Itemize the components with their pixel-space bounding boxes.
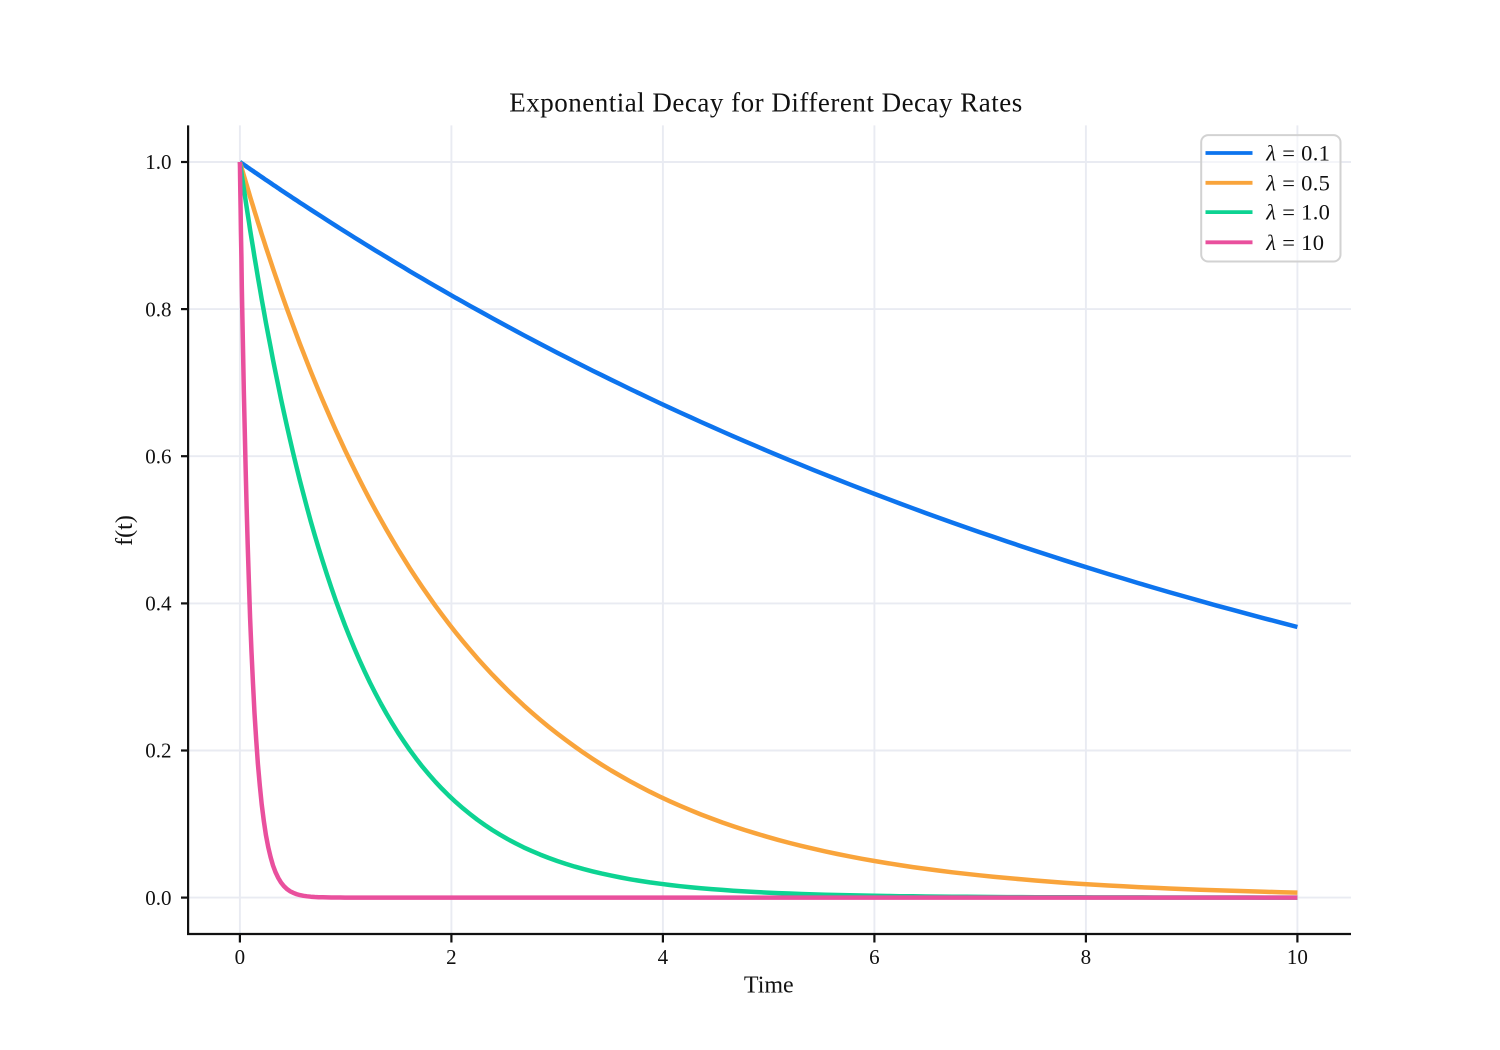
svg-text:0.6: 0.6 bbox=[145, 444, 171, 468]
svg-text:Time: Time bbox=[744, 973, 794, 999]
svg-text:λ = 0.5: λ = 0.5 bbox=[1265, 170, 1330, 195]
svg-text:λ = 10: λ = 10 bbox=[1265, 230, 1324, 255]
svg-text:f(t): f(t) bbox=[112, 515, 138, 546]
svg-text:8: 8 bbox=[1081, 945, 1092, 969]
svg-text:0.4: 0.4 bbox=[145, 592, 172, 616]
svg-text:4: 4 bbox=[658, 945, 669, 969]
svg-text:0.2: 0.2 bbox=[145, 739, 171, 763]
svg-text:0: 0 bbox=[235, 945, 246, 969]
svg-text:λ = 0.1: λ = 0.1 bbox=[1265, 141, 1330, 166]
svg-text:Exponential Decay for Differen: Exponential Decay for Different Decay Ra… bbox=[509, 88, 1023, 118]
svg-text:λ = 1.0: λ = 1.0 bbox=[1265, 200, 1330, 225]
svg-text:10: 10 bbox=[1287, 945, 1308, 969]
svg-text:2: 2 bbox=[446, 945, 457, 969]
svg-text:0.0: 0.0 bbox=[145, 886, 171, 910]
svg-text:6: 6 bbox=[869, 945, 880, 969]
svg-text:1.0: 1.0 bbox=[145, 150, 171, 174]
svg-text:0.8: 0.8 bbox=[145, 297, 171, 321]
